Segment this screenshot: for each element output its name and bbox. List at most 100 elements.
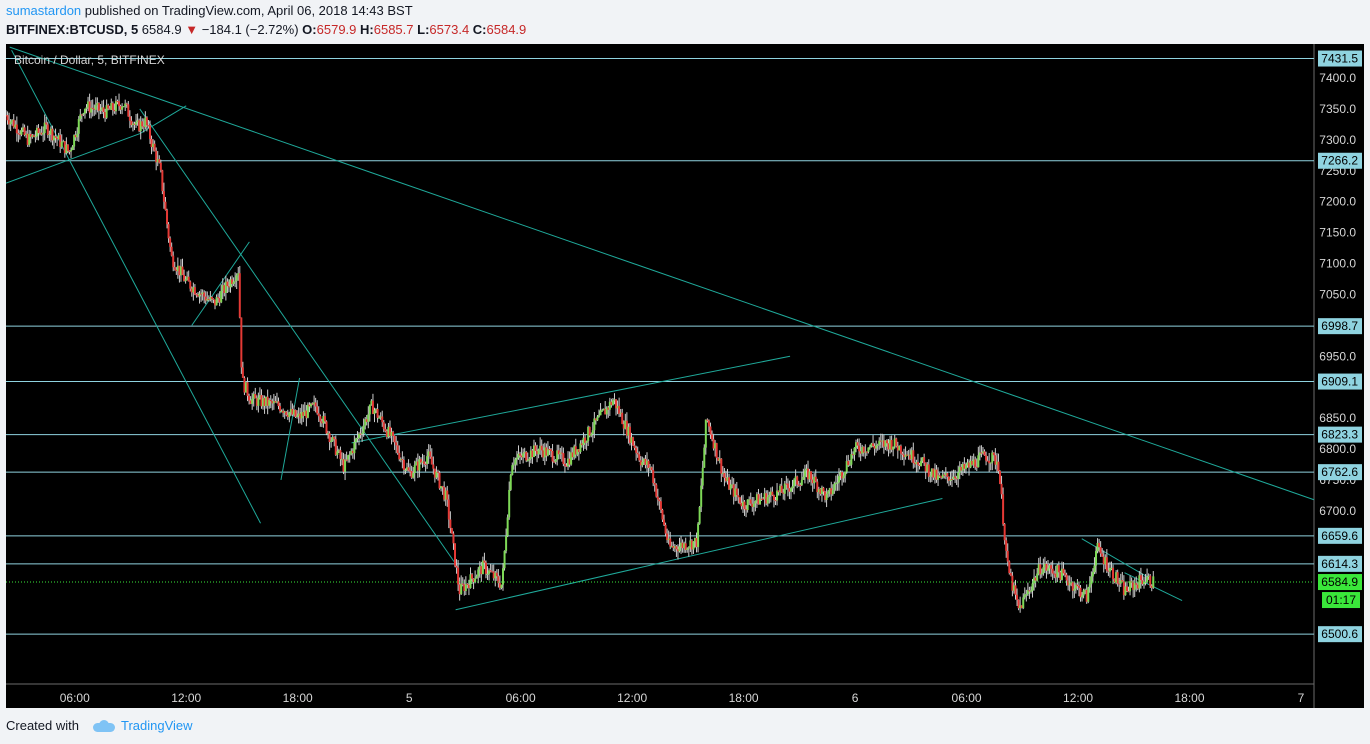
candle-body (97, 102, 100, 111)
candle-body (1082, 590, 1085, 596)
candle-body (54, 136, 57, 138)
candle-body (121, 106, 124, 110)
candle-body (135, 122, 138, 125)
candle-body (738, 497, 741, 503)
candle-body (266, 396, 269, 406)
candle-body (755, 494, 758, 502)
time-axis[interactable]: 06:00 12:00 18:00 5 06:00 12:00 18:00 6 06:00 12:… (60, 691, 1305, 705)
candle-body (505, 535, 508, 551)
candle-body (46, 124, 49, 135)
candle-body (249, 400, 252, 404)
candle-body (845, 461, 848, 472)
candle-body (999, 471, 1002, 484)
candle-body (783, 483, 786, 494)
candle-body (415, 461, 418, 465)
tradingview-brand-text: TradingView (120, 718, 193, 733)
candle-body (731, 484, 734, 486)
trend-line (280, 377, 301, 481)
candle-body (70, 150, 73, 152)
candle-body (930, 468, 933, 476)
candle-body (190, 288, 193, 293)
candle-body (540, 445, 543, 451)
candle-body (144, 117, 147, 127)
candle-body (495, 572, 498, 577)
candle-body (461, 583, 464, 585)
candle-body (486, 573, 489, 575)
candle-body (529, 450, 532, 459)
candle-body (649, 467, 652, 469)
candle-body (412, 473, 415, 478)
candle-body (339, 450, 342, 460)
candle-body (977, 455, 980, 468)
candle-body (292, 410, 295, 415)
candle-body (559, 452, 562, 455)
candle-body (672, 546, 675, 548)
candle-body (159, 162, 162, 171)
price-axis[interactable]: 7400.07350.07300.07250.07200.07150.07100… (1319, 71, 1356, 518)
candle-body (635, 447, 638, 453)
candle-body (526, 460, 529, 462)
candle-body (528, 458, 531, 461)
candle-body (591, 430, 594, 435)
candle-body (610, 401, 613, 406)
candle-body (401, 459, 404, 461)
candle-body (176, 265, 179, 272)
candle-body (717, 458, 720, 461)
candle-body (794, 476, 797, 480)
candle-body (296, 415, 299, 417)
candle-body (373, 410, 376, 414)
candle-body (793, 479, 796, 487)
candle-body (855, 442, 858, 448)
candle-body (277, 401, 280, 407)
candle-body (107, 105, 110, 109)
candle-body (690, 540, 693, 550)
price-tick-label: 7100.0 (1319, 257, 1356, 271)
candle-body (320, 421, 323, 424)
candle-body (754, 501, 757, 504)
candle-body (642, 458, 645, 462)
candle-body (472, 578, 475, 583)
candle-body (71, 146, 74, 151)
candle-body (1124, 586, 1127, 596)
candle-body (51, 128, 54, 141)
time-tick-label: 12:00 (617, 691, 647, 705)
candle-body (477, 569, 480, 577)
candle-body (310, 403, 313, 407)
candle-body (703, 447, 706, 468)
candle-body (890, 439, 893, 450)
candle-body (193, 287, 196, 295)
tradingview-link[interactable]: TradingView (85, 718, 193, 733)
candle-body (62, 141, 65, 143)
candle-body (509, 474, 512, 490)
candle-body (500, 584, 503, 588)
chart-panel[interactable]: 7400.0 7350.0 7300.0 7250.0 7200.0 7150.0 7100… (5, 44, 1364, 708)
candle-body (260, 395, 263, 407)
candle-body (291, 408, 294, 415)
candle-body (878, 440, 881, 445)
candle-body (1141, 580, 1144, 585)
time-tick-label: 12:00 (171, 691, 201, 705)
price-chart[interactable]: 7400.07350.07300.07250.07200.07150.07100… (5, 44, 1364, 708)
tradingview-cloud-icon (92, 719, 115, 732)
candle-body (861, 446, 864, 454)
candle-body (288, 412, 291, 418)
candle-body (554, 460, 557, 462)
candle-body (454, 543, 457, 566)
author-link[interactable]: sumastardon (6, 3, 82, 18)
candle-body (42, 133, 45, 135)
candle-body (932, 468, 935, 478)
candle-body (506, 517, 509, 536)
candle-body (885, 440, 888, 444)
candle-body (887, 443, 890, 450)
candle-body (246, 382, 249, 396)
candle-body (515, 457, 518, 460)
candle-body (938, 475, 941, 477)
candle-body (243, 377, 246, 393)
candle-body (398, 452, 401, 460)
candle-body (94, 105, 97, 110)
candle-body (388, 426, 391, 436)
candle-body (655, 484, 658, 497)
candle-body (248, 395, 251, 401)
horizontal-levels (6, 58, 1314, 635)
candle-body (915, 462, 918, 465)
